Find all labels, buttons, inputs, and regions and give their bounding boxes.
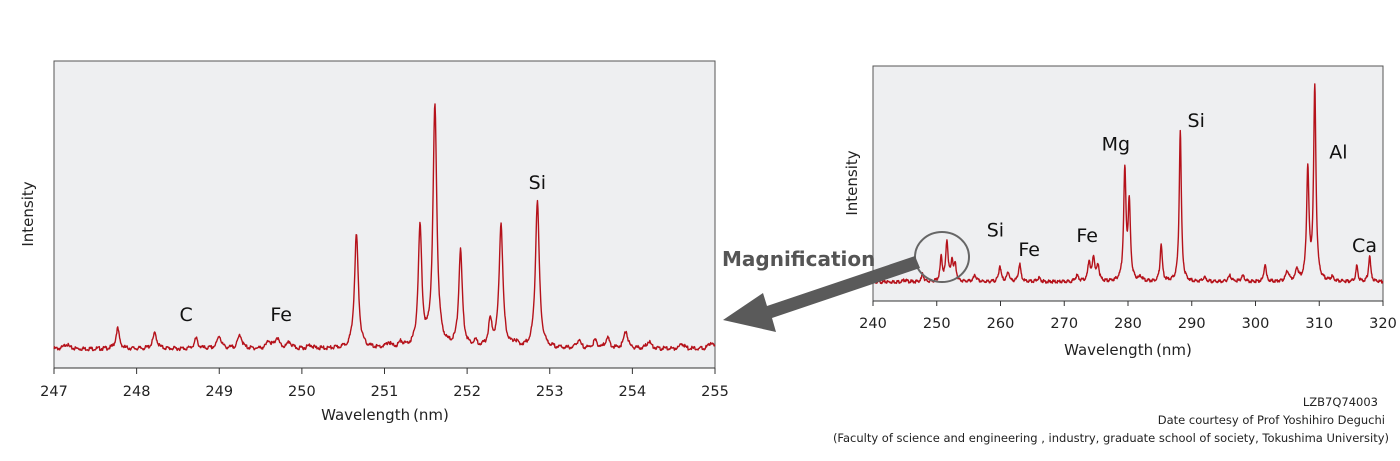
right-y-axis-label: Intensity (843, 150, 861, 215)
right-tick-label: 250 (923, 316, 951, 332)
left-tick-label: 253 (536, 384, 564, 400)
right-peak-label: Fe (1018, 239, 1040, 261)
credit-line-2: (Faculty of science and engineering , in… (833, 431, 1389, 445)
left-spectrum-line (53, 103, 716, 352)
left-tick-label: 254 (619, 384, 647, 400)
left-tick-label: 250 (288, 384, 316, 400)
left-tick-label: 251 (371, 384, 399, 400)
left-peak-label: Si (529, 172, 546, 194)
right-tick-label: 300 (1242, 316, 1270, 332)
credit-code: LZB7Q74003 (1303, 395, 1378, 409)
right-tick-label: 280 (1114, 316, 1142, 332)
credit-line-1: Date courtesy of Prof Yoshihiro Deguchi (1158, 413, 1385, 427)
right-x-ticks: 240 250 260 270 280 290 300 310 320 (859, 301, 1397, 332)
left-tick-label: 255 (701, 384, 729, 400)
left-y-axis-label: Intensity (19, 181, 37, 246)
right-tick-label: 310 (1305, 316, 1333, 332)
left-plot-area (53, 60, 716, 369)
right-tick-label: 320 (1369, 316, 1397, 332)
right-tick-label: 240 (859, 316, 887, 332)
right-tick-label: 270 (1050, 316, 1078, 332)
right-peak-labels: Si Fe Fe Mg Si Al Ca (987, 110, 1377, 261)
right-tick-label: 290 (1178, 316, 1206, 332)
right-plot-area (872, 65, 1384, 302)
right-peak-label: Ca (1352, 235, 1377, 257)
right-peak-label: Fe (1076, 225, 1098, 247)
left-x-ticks: 247 248 249 250 251 252 253 254 255 (40, 368, 729, 400)
left-peak-labels: C Fe Si (180, 172, 546, 326)
left-tick-label: 248 (123, 384, 151, 400)
magnification-label: Magnification (722, 247, 875, 271)
left-tick-label: 252 (453, 384, 481, 400)
right-x-axis-label: Wavelength (nm) (1064, 341, 1192, 359)
magnified-spectrum-chart: 247 248 249 250 251 252 253 254 255 C Fe Si Wavele… (19, 60, 729, 424)
right-peak-label: Al (1329, 142, 1347, 164)
left-tick-label: 247 (40, 384, 68, 400)
left-peak-label: Fe (270, 304, 292, 326)
overview-spectrum-chart: 240 250 260 270 280 290 300 310 320 Si Fe Fe Mg Si Al… (843, 65, 1397, 359)
arrow-icon (723, 256, 920, 332)
left-tick-label: 249 (205, 384, 233, 400)
right-peak-label: Si (1188, 110, 1205, 132)
magnification-arrow (723, 256, 920, 332)
right-spectrum-line (872, 83, 1384, 285)
left-peak-label: C (180, 304, 193, 326)
right-peak-label: Si (987, 219, 1004, 241)
right-tick-label: 260 (987, 316, 1015, 332)
left-x-axis-label: Wavelength (nm) (321, 406, 449, 424)
right-peak-label: Mg (1102, 134, 1130, 156)
